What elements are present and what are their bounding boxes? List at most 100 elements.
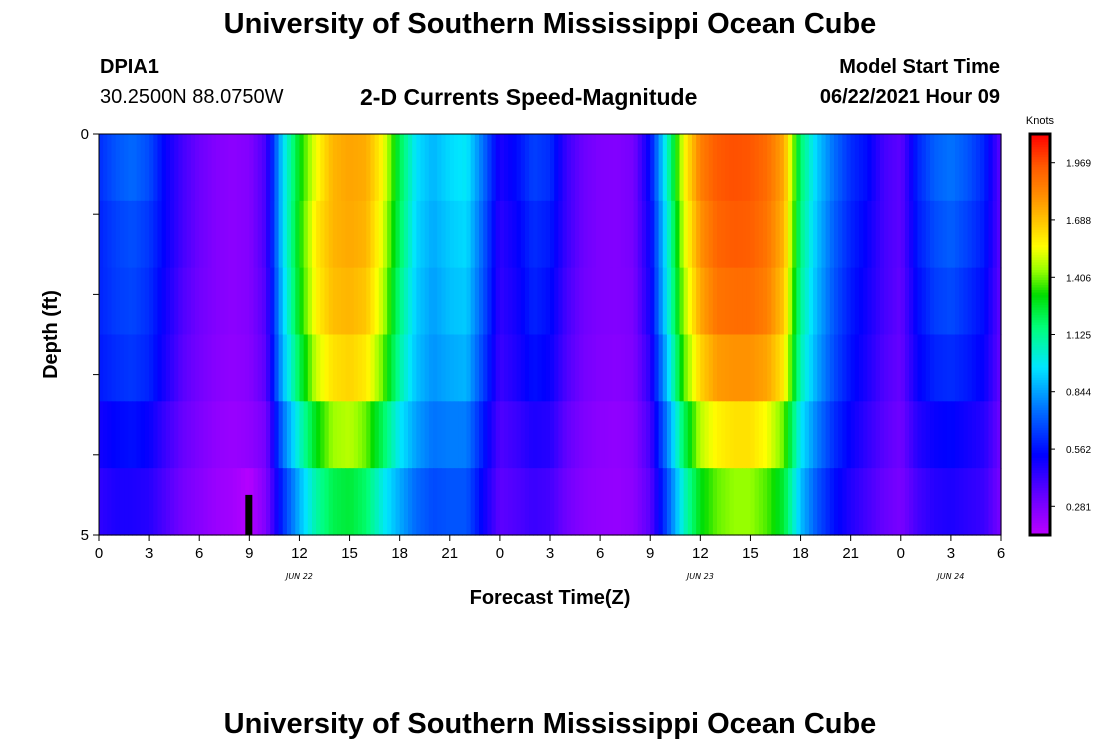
- heatmap-cell: [520, 401, 526, 469]
- heatmap-cell: [224, 200, 230, 269]
- heatmap-cell: [374, 401, 380, 469]
- heatmap-cell: [591, 134, 597, 202]
- heatmap-cell: [721, 334, 726, 402]
- heatmap-cell: [750, 468, 756, 536]
- heatmap-cell: [161, 200, 167, 269]
- heatmap-cell: [462, 267, 468, 336]
- colorbar-segment: [1030, 269, 1050, 273]
- heatmap-cell: [871, 200, 877, 269]
- heatmap-cell: [470, 468, 476, 536]
- heatmap-cell: [266, 401, 271, 469]
- heatmap-cell: [487, 401, 493, 469]
- heatmap-cell: [704, 334, 710, 402]
- colorbar-segment: [1030, 314, 1050, 318]
- heatmap-cell: [399, 334, 405, 402]
- heatmap-cell: [391, 401, 397, 469]
- heatmap-cell: [788, 334, 793, 402]
- heatmap-cell: [975, 468, 981, 536]
- heatmap-cell: [946, 200, 952, 269]
- heatmap-cell: [332, 401, 338, 469]
- heatmap-cell: [616, 267, 622, 336]
- heatmap-cell: [633, 200, 639, 269]
- heatmap-cell: [462, 468, 468, 536]
- heatmap-cell: [391, 468, 397, 536]
- heatmap-cell: [374, 267, 380, 336]
- heatmap-cell: [341, 401, 346, 469]
- heatmap-cell: [144, 200, 150, 269]
- heatmap-cell: [282, 134, 288, 202]
- colorbar-segment: [1030, 339, 1050, 343]
- heatmap-cell: [796, 401, 802, 469]
- heatmap-cell: [591, 267, 597, 336]
- heatmap-cell: [328, 401, 334, 469]
- heatmap-cell: [111, 134, 117, 202]
- heatmap-cell: [967, 134, 973, 202]
- heatmap-cell: [529, 334, 534, 402]
- heatmap-cell: [433, 134, 438, 202]
- colorbar-segment: [1030, 151, 1050, 155]
- heatmap-cell: [963, 334, 969, 402]
- colorbar-segment: [1030, 191, 1050, 195]
- heatmap-cell: [232, 200, 238, 269]
- colorbar-segment: [1030, 519, 1050, 524]
- heatmap-cell: [683, 401, 689, 469]
- heatmap-cell: [792, 200, 797, 269]
- heatmap-cell: [345, 200, 351, 269]
- heatmap-cell: [942, 468, 948, 536]
- colorbar-segment: [1030, 352, 1050, 356]
- heatmap-cell: [387, 401, 392, 469]
- heatmap-cell: [136, 401, 142, 469]
- heatmap-cell: [441, 267, 447, 336]
- heatmap-cell: [382, 334, 388, 402]
- heatmap-cell: [378, 334, 384, 402]
- heatmap-cell: [295, 334, 301, 402]
- heatmap-cell: [295, 468, 301, 536]
- heatmap-cell: [921, 134, 927, 202]
- heatmap-cell: [424, 134, 430, 202]
- heatmap-cell: [892, 468, 898, 536]
- heatmap-cell: [316, 401, 321, 469]
- heatmap-cell: [320, 334, 326, 402]
- heatmap-cell: [700, 468, 706, 536]
- heatmap-cell: [775, 134, 781, 202]
- heatmap-cell: [408, 334, 413, 402]
- heatmap-cell: [374, 200, 380, 269]
- x-tick-label: 3: [145, 545, 153, 562]
- heatmap-cell: [119, 267, 125, 336]
- heatmap-cell: [813, 200, 818, 269]
- heatmap-cell: [178, 134, 184, 202]
- heatmap-cell: [967, 401, 973, 469]
- heatmap-cell: [758, 334, 764, 402]
- heatmap-cell: [99, 134, 104, 202]
- heatmap-cell: [783, 334, 789, 402]
- heatmap-cell: [357, 267, 363, 336]
- heatmap-cell: [767, 468, 772, 536]
- heatmap-cell: [99, 334, 104, 402]
- heatmap-cell: [220, 468, 225, 536]
- heatmap-cell: [616, 334, 622, 402]
- heatmap-cell: [274, 267, 280, 336]
- heatmap-cell: [717, 401, 722, 469]
- heatmap-cell: [399, 401, 405, 469]
- heatmap-cell: [971, 468, 977, 536]
- heatmap-cell: [942, 134, 948, 202]
- heatmap-cell: [453, 200, 459, 269]
- heatmap-cell: [357, 401, 363, 469]
- heatmap-cell: [433, 401, 438, 469]
- heatmap-cell: [316, 334, 321, 402]
- heatmap-cell: [299, 401, 305, 469]
- heatmap-cell: [466, 134, 472, 202]
- heatmap-cell: [875, 267, 881, 336]
- colorbar-segment: [1030, 517, 1050, 521]
- heatmap-cell: [153, 401, 159, 469]
- heatmap-cell: [854, 134, 860, 202]
- heatmap-cell: [930, 468, 935, 536]
- colorbar-segment: [1030, 459, 1050, 463]
- heatmap-cell: [316, 267, 321, 336]
- colorbar-segment: [1030, 249, 1050, 253]
- heatmap-cell: [687, 267, 693, 336]
- heatmap-cell: [804, 134, 810, 202]
- heatmap-cell: [616, 468, 622, 536]
- heatmap-cell: [357, 334, 363, 402]
- heatmap-cell: [629, 468, 635, 536]
